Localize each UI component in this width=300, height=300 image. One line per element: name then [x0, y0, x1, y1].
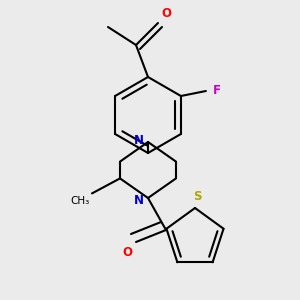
Text: N: N	[134, 194, 144, 206]
Text: O: O	[161, 7, 171, 20]
Text: N: N	[134, 134, 144, 146]
Text: O: O	[122, 246, 132, 259]
Text: CH₃: CH₃	[71, 196, 90, 206]
Text: S: S	[193, 190, 201, 203]
Text: F: F	[213, 85, 221, 98]
